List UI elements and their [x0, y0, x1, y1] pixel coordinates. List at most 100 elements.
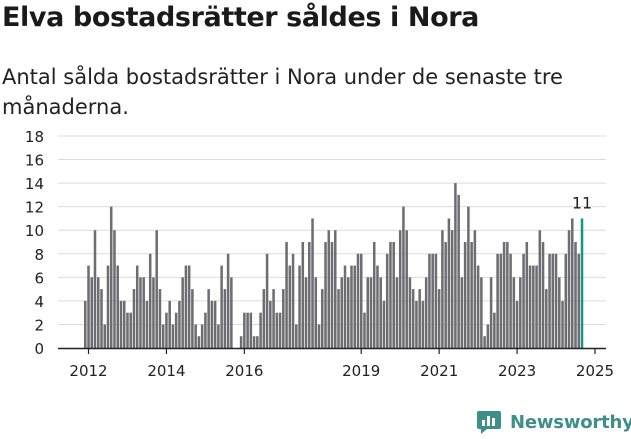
- bar: [496, 253, 499, 348]
- bar: [340, 277, 344, 348]
- bar: [239, 336, 243, 348]
- bar: [181, 277, 184, 348]
- bar: [532, 265, 535, 348]
- bar: [515, 300, 519, 348]
- bar: [122, 300, 126, 348]
- bar: [376, 265, 379, 348]
- bar: [382, 300, 386, 348]
- annotations: 11: [572, 193, 592, 212]
- chart-subtitle: Antal sålda bostadsrätter i Nora under d…: [2, 65, 563, 119]
- bar: [389, 242, 392, 348]
- bar: [353, 265, 357, 348]
- bar: [366, 277, 369, 348]
- bar: [535, 265, 538, 348]
- bar: [545, 289, 548, 348]
- bar: [106, 265, 110, 348]
- bar: [350, 265, 353, 348]
- bar: [379, 277, 382, 348]
- y-tick-label: 16: [25, 152, 44, 170]
- bar: [454, 183, 457, 348]
- bar: [421, 300, 425, 348]
- y-tick-label: 8: [34, 246, 44, 264]
- bar: [87, 265, 90, 348]
- bar: [476, 265, 480, 348]
- bar: [90, 277, 94, 348]
- bar: [402, 206, 405, 348]
- x-tick-label: 2019: [342, 362, 380, 380]
- bar: [152, 277, 155, 348]
- bar: [311, 218, 314, 348]
- bar: [525, 242, 529, 348]
- bar: [567, 230, 571, 348]
- bar: [483, 336, 486, 348]
- newsworthy-wordmark: Newsworthy: [510, 411, 631, 433]
- bar: [356, 253, 360, 348]
- bar: [541, 242, 545, 348]
- bar: [200, 324, 204, 348]
- bar: [301, 242, 305, 348]
- bar: [538, 230, 542, 348]
- bar: [126, 312, 129, 348]
- bar: [480, 277, 483, 348]
- bar: [168, 300, 171, 348]
- bar: [304, 277, 308, 348]
- bar: [460, 277, 464, 348]
- bar: [577, 253, 581, 348]
- bar: [119, 300, 123, 348]
- bar: [486, 324, 490, 348]
- bar: [178, 300, 181, 348]
- bar: [295, 324, 298, 348]
- newsworthy-logo: Newsworthy: [476, 408, 631, 436]
- bar: [359, 253, 363, 348]
- bar: [184, 265, 188, 348]
- bar: [506, 242, 509, 348]
- bar: [278, 312, 282, 348]
- bar: [217, 324, 220, 348]
- bar: [298, 265, 301, 348]
- bar: [434, 253, 438, 348]
- bar: [522, 253, 525, 348]
- bar: [502, 242, 506, 348]
- bar: [204, 312, 207, 348]
- bar: [262, 289, 266, 348]
- bar: [230, 277, 233, 348]
- bar: [321, 289, 324, 348]
- newsworthy-icon: [477, 411, 501, 434]
- bar: [327, 230, 331, 348]
- bar: [418, 289, 421, 348]
- bar-highlight: [580, 218, 584, 348]
- y-tick-label: 0: [34, 340, 44, 358]
- bar: [256, 336, 259, 348]
- bar: [174, 312, 178, 348]
- bar: [467, 206, 470, 348]
- x-tick-label: 2012: [69, 362, 107, 380]
- bar: [369, 277, 373, 348]
- bar: [450, 230, 454, 348]
- bar: [249, 312, 253, 348]
- bar: [275, 312, 279, 348]
- bar: [213, 300, 217, 348]
- bar: [441, 230, 444, 348]
- bar: [252, 336, 256, 348]
- y-tick-label: 6: [34, 269, 44, 287]
- bar: [139, 277, 142, 348]
- bar: [288, 265, 292, 348]
- bar: [489, 277, 493, 348]
- bar: [372, 242, 376, 348]
- bar: [171, 324, 175, 348]
- bar: [129, 312, 132, 348]
- bar: [220, 265, 223, 348]
- bar: [558, 277, 561, 348]
- bar: [285, 242, 288, 348]
- bar: [548, 253, 551, 348]
- bar: [291, 253, 295, 348]
- x-tick-label: 2025: [576, 362, 614, 380]
- bar: [243, 312, 246, 348]
- y-tick-label: 14: [25, 175, 44, 193]
- bar: [314, 277, 318, 348]
- bar: [334, 230, 337, 348]
- y-tick-label: 2: [34, 316, 44, 334]
- bar: [210, 300, 214, 348]
- bar: [473, 230, 477, 348]
- bar: [142, 277, 145, 348]
